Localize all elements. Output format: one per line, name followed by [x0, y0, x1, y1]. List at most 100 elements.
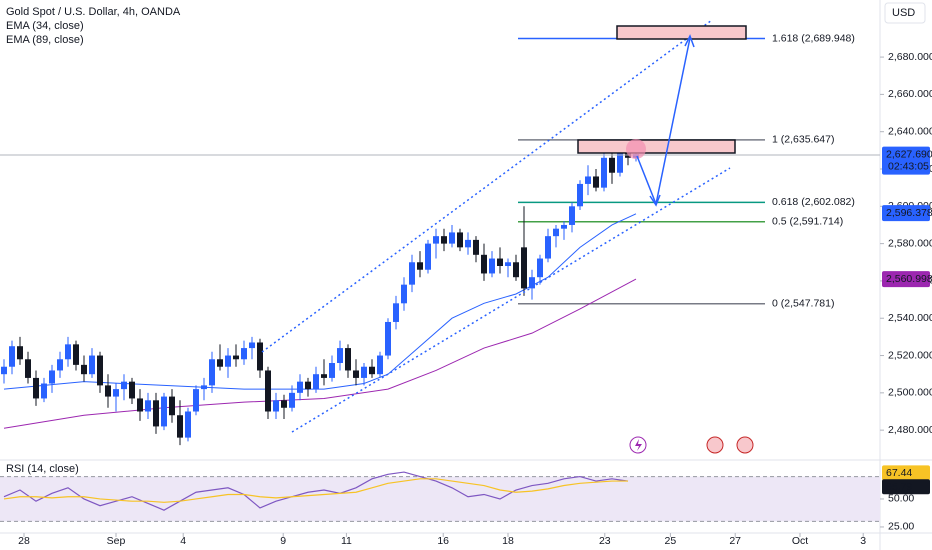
candle-body: [465, 239, 471, 248]
rsi-line: [3, 478, 628, 503]
candle-body: [1, 366, 7, 375]
price-badge-label: 67.44: [886, 467, 912, 479]
candle-body: [441, 236, 447, 244]
x-tick-label: 27: [729, 535, 741, 547]
fib-label: 1 (2,635.647): [772, 134, 834, 146]
candle-body: [585, 176, 591, 184]
x-tick-label: 16: [437, 535, 449, 547]
candle-body: [457, 232, 463, 248]
candle-body: [65, 344, 71, 360]
candle-body: [201, 385, 207, 390]
candle-body: [193, 389, 199, 412]
channel-upper: [261, 19, 713, 353]
candle-body: [97, 355, 103, 386]
x-tick-label: Sep: [107, 535, 126, 547]
candle-body: [369, 366, 375, 375]
x-tick-label: 28: [18, 535, 30, 547]
rsi-band: [0, 476, 880, 522]
candle-body: [529, 277, 535, 289]
candle-body: [593, 176, 599, 188]
candle-body: [321, 374, 327, 378]
candle-body: [161, 396, 167, 427]
candle-body: [273, 400, 279, 412]
y-tick-label: 2,520.000: [888, 349, 932, 361]
candle-body: [385, 321, 391, 356]
candle-body: [545, 236, 551, 259]
x-tick-label: 9: [280, 535, 286, 547]
y-tick-label: 2,500.000: [888, 387, 932, 399]
candle-body: [473, 239, 479, 255]
y-tick-label: 2,640.000: [888, 125, 932, 137]
ema-line: [3, 213, 637, 390]
resistance-box: [577, 139, 736, 154]
candle-body: [225, 355, 231, 367]
candle-body: [353, 370, 359, 378]
candle-body: [329, 363, 335, 378]
rsi-tick-label: 25.00: [888, 521, 914, 533]
fib-label: 0.618 (2,602.082): [772, 196, 855, 208]
us-event-icon[interactable]: [736, 436, 754, 454]
candle-body: [569, 206, 575, 225]
lightning-icon: [635, 439, 642, 451]
candle-body: [81, 364, 87, 375]
currency-button[interactable]: [884, 2, 926, 24]
candle-body: [313, 374, 319, 390]
candle-body: [241, 348, 247, 360]
x-tick-label: 3: [860, 535, 866, 547]
x-tick-label: 18: [502, 535, 514, 547]
candle-body: [169, 396, 175, 416]
candle-body: [617, 150, 623, 173]
y-tick-label: 2,660.000: [888, 88, 932, 100]
candle-body: [401, 284, 407, 304]
candle-body: [73, 344, 79, 365]
candle-body: [497, 258, 503, 267]
candle-body: [337, 348, 343, 364]
candle-body: [449, 232, 455, 244]
price-badge: [882, 465, 930, 481]
candle-body: [505, 262, 511, 267]
candle-body: [233, 355, 239, 360]
candle-body: [49, 370, 55, 384]
candle-body: [577, 183, 583, 207]
arrow-head: [649, 194, 661, 207]
chart-title: Gold Spot / U.S. Dollar, 4h, OANDA: [6, 6, 181, 18]
candle-body: [137, 398, 143, 412]
arrow-head: [684, 34, 695, 48]
countdown: 02:43:05: [888, 160, 929, 172]
candle-body: [217, 359, 223, 367]
candle-body: [89, 355, 95, 375]
candle-body: [265, 370, 271, 412]
candle-body: [521, 247, 527, 289]
price-badge: [882, 271, 930, 288]
candle-body: [393, 303, 399, 322]
fib-label: 1.618 (2,689.948): [772, 32, 855, 44]
candle-body: [417, 262, 423, 270]
candle-body: [25, 359, 31, 378]
price-badge-label: 2,627.690: [886, 148, 932, 160]
candle-body: [33, 377, 39, 399]
candle-body: [121, 381, 127, 390]
candle-body: [561, 224, 567, 229]
indicator-label: EMA (89, close): [6, 34, 84, 46]
candle-body: [513, 262, 519, 278]
candle-body: [153, 400, 159, 427]
candle-body: [209, 359, 215, 386]
candle-body: [281, 400, 287, 408]
price-badge: [882, 146, 930, 175]
candle-body: [113, 389, 119, 397]
rsi-tick-label: 50.00: [888, 493, 914, 505]
currency-label: USD: [892, 7, 915, 19]
candle-body: [377, 355, 383, 375]
candle-body: [433, 236, 439, 244]
candle-body: [257, 342, 263, 371]
x-tick-label: 11: [341, 535, 352, 547]
candle-body: [361, 366, 367, 378]
candle-body: [145, 400, 151, 412]
candle-body: [425, 243, 431, 270]
candle-body: [249, 342, 255, 349]
candle-body: [609, 157, 615, 173]
y-tick-label: 2,480.000: [888, 424, 932, 436]
fib-label: 0.5 (2,591.714): [772, 216, 843, 228]
us-event-icon[interactable]: [706, 436, 724, 454]
